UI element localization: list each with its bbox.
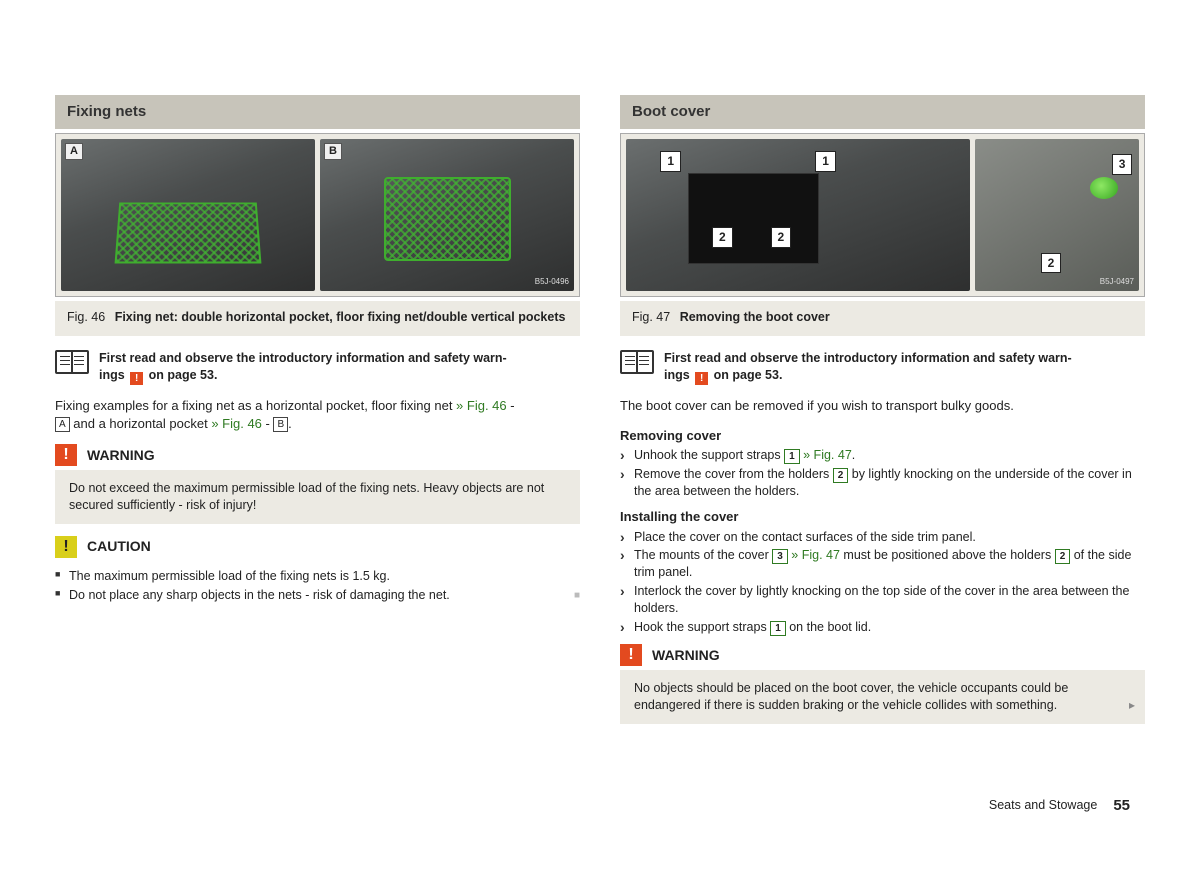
callout-1: 1 xyxy=(815,151,836,171)
caution-icon: ! xyxy=(55,536,77,558)
footer-section: Seats and Stowage xyxy=(989,797,1097,814)
page-footer: Seats and Stowage 55 xyxy=(989,796,1130,816)
paragraph-fixing-examples: Fixing examples for a fixing net as a ho… xyxy=(55,397,580,432)
ref-box-2: 2 xyxy=(1055,549,1071,564)
warning-block: ! WARNING Do not exceed the maximum perm… xyxy=(55,444,580,524)
net-graphic-b xyxy=(384,177,511,261)
fig-ref: » Fig. 46 xyxy=(211,416,262,431)
warning-block: ! WARNING No objects should be placed on… xyxy=(620,644,1145,724)
figure-code: B5J-0496 xyxy=(535,277,569,288)
step-item: Remove the cover from the holders 2 by l… xyxy=(620,466,1145,500)
installing-head: Installing the cover xyxy=(620,508,1145,526)
left-column: Fixing nets A B B5J-0496 Fig. 46 Fixing … xyxy=(55,95,580,836)
caution-title: CAUTION xyxy=(87,537,151,556)
caution-block: ! CAUTION The maximum permissible load o… xyxy=(55,536,580,610)
read-first-text: First read and observe the introductory … xyxy=(664,350,1072,385)
caution-item: The maximum permissible load of the fixi… xyxy=(55,568,580,585)
ref-box-1: 1 xyxy=(784,449,800,464)
figure-47-frame: 1 1 2 2 3 2 B5J-0497 xyxy=(620,133,1145,297)
callout-2: 2 xyxy=(1041,253,1062,273)
caution-body: The maximum permissible load of the fixi… xyxy=(55,562,580,610)
figure-number: Fig. 47 xyxy=(632,310,670,324)
fig-ref: » Fig. 46 xyxy=(456,398,507,413)
section-header-left: Fixing nets xyxy=(55,95,580,129)
figure-code: B5J-0497 xyxy=(1100,277,1134,288)
step-item: Interlock the cover by lightly knocking … xyxy=(620,583,1145,617)
warning-title: WARNING xyxy=(652,646,720,665)
mount-knob xyxy=(1090,177,1118,199)
figure-46-frame: A B B5J-0496 xyxy=(55,133,580,297)
figure-46-image-a: A xyxy=(61,139,315,291)
ref-box-2: 2 xyxy=(833,468,849,483)
step-item: Hook the support straps 1 on the boot li… xyxy=(620,619,1145,636)
installing-steps: Place the cover on the contact surfaces … xyxy=(620,529,1145,637)
book-icon xyxy=(55,350,89,374)
warning-head: ! WARNING xyxy=(620,644,1145,670)
ref-box-b: B xyxy=(273,417,288,433)
removing-head: Removing cover xyxy=(620,427,1145,445)
figure-caption-text: Fixing net: double horizontal pocket, fl… xyxy=(115,310,566,324)
figure-number: Fig. 46 xyxy=(67,310,105,324)
warning-head: ! WARNING xyxy=(55,444,580,470)
figure-caption-text: Removing the boot cover xyxy=(680,310,830,324)
step-item: Unhook the support straps 1 » Fig. 47. xyxy=(620,447,1145,464)
section-end-icon: ■ xyxy=(574,589,580,603)
figure-46-caption: Fig. 46 Fixing net: double horizontal po… xyxy=(55,301,580,336)
fig-ref: » Fig. 47 xyxy=(800,448,852,462)
figure-47-caption: Fig. 47 Removing the boot cover xyxy=(620,301,1145,336)
warning-icon: ! xyxy=(620,644,642,666)
fig-ref: » Fig. 47 xyxy=(788,548,840,562)
removing-steps: Unhook the support straps 1 » Fig. 47. R… xyxy=(620,447,1145,500)
figure-46-image-b: B B5J-0496 xyxy=(320,139,574,291)
figure-tag-a: A xyxy=(65,143,83,160)
section-header-right: Boot cover xyxy=(620,95,1145,129)
caution-item: Do not place any sharp objects in the ne… xyxy=(55,587,580,604)
right-column: Boot cover 1 1 2 2 3 2 B5J-0497 Fig. 47 … xyxy=(620,95,1145,836)
callout-2: 2 xyxy=(771,227,792,247)
page-number: 55 xyxy=(1113,796,1130,816)
read-first-notice: First read and observe the introductory … xyxy=(620,350,1145,385)
read-first-text: First read and observe the introductory … xyxy=(99,350,507,385)
callout-1: 1 xyxy=(660,151,681,171)
step-item: Place the cover on the contact surfaces … xyxy=(620,529,1145,546)
continue-icon: ▸ xyxy=(1129,697,1135,713)
step-item: The mounts of the cover 3 » Fig. 47 must… xyxy=(620,547,1145,581)
warning-body: No objects should be placed on the boot … xyxy=(620,670,1145,724)
book-icon xyxy=(620,350,654,374)
caution-head: ! CAUTION xyxy=(55,536,580,562)
callout-3: 3 xyxy=(1112,154,1133,174)
boot-opening xyxy=(688,173,819,264)
callout-2: 2 xyxy=(712,227,733,247)
warning-icon: ! xyxy=(55,444,77,466)
intro-paragraph: The boot cover can be removed if you wis… xyxy=(620,397,1145,415)
read-first-notice: First read and observe the introductory … xyxy=(55,350,580,385)
figure-tag-b: B xyxy=(324,143,342,160)
figure-47-image-detail: 3 2 B5J-0497 xyxy=(975,139,1139,291)
warn-icon: ! xyxy=(130,372,143,385)
ref-box-a: A xyxy=(55,417,70,433)
ref-box-3: 3 xyxy=(772,549,788,564)
warning-body: Do not exceed the maximum permissible lo… xyxy=(55,470,580,524)
warning-title: WARNING xyxy=(87,446,155,465)
warn-icon: ! xyxy=(695,372,708,385)
net-graphic-a xyxy=(114,203,261,264)
ref-box-1: 1 xyxy=(770,621,786,636)
figure-47-image-main: 1 1 2 2 xyxy=(626,139,970,291)
